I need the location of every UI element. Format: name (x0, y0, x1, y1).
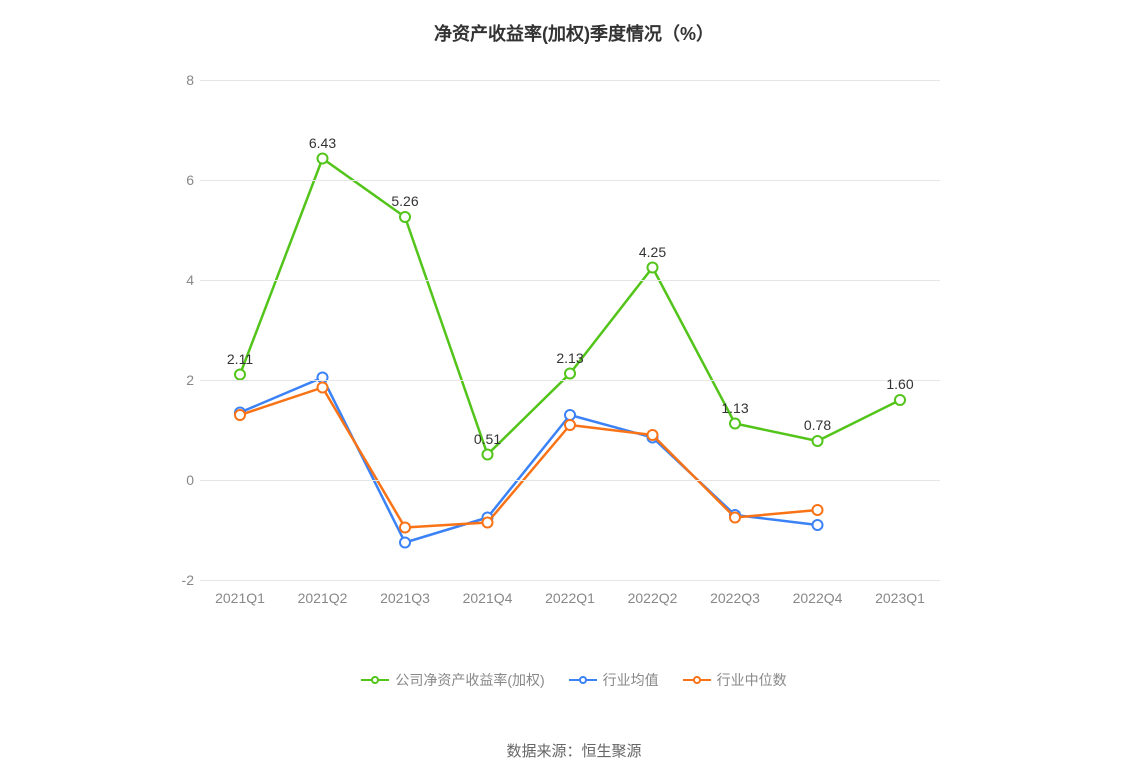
data-point-marker (400, 212, 410, 222)
legend-swatch (361, 673, 389, 687)
data-point-marker (400, 538, 410, 548)
legend-label: 行业中位数 (717, 670, 787, 690)
gridline (200, 580, 940, 581)
legend-label: 行业均值 (603, 670, 659, 690)
data-point-marker (565, 410, 575, 420)
legend-swatch (569, 673, 597, 687)
data-point-label: 4.25 (639, 244, 666, 260)
data-point-marker (813, 520, 823, 530)
data-point-marker (813, 436, 823, 446)
x-axis-tick-label: 2023Q1 (875, 590, 925, 606)
data-point-label: 6.43 (309, 135, 336, 151)
data-point-label: 1.60 (886, 376, 913, 392)
legend-swatch (683, 673, 711, 687)
legend-item[interactable]: 行业中位数 (683, 670, 787, 690)
data-point-label: 0.51 (474, 431, 501, 447)
chart-container: 净资产收益率(加权)季度情况（%） -2024682021Q12021Q2202… (0, 0, 1148, 776)
gridline (200, 480, 940, 481)
chart-svg (200, 80, 940, 580)
x-axis-tick-label: 2021Q4 (463, 590, 513, 606)
legend-item[interactable]: 公司净资产收益率(加权) (361, 670, 544, 690)
data-point-marker (318, 383, 328, 393)
x-axis-tick-label: 2021Q3 (380, 590, 430, 606)
data-point-marker (565, 369, 575, 379)
data-point-marker (813, 505, 823, 515)
plot-area: -2024682021Q12021Q22021Q32021Q42022Q1202… (200, 80, 940, 580)
data-point-label: 2.11 (227, 351, 253, 367)
data-point-label: 5.26 (391, 193, 418, 209)
data-point-marker (648, 263, 658, 273)
data-point-marker (648, 430, 658, 440)
data-point-marker (730, 513, 740, 523)
x-axis-tick-label: 2022Q1 (545, 590, 595, 606)
data-point-marker (400, 523, 410, 533)
data-point-marker (318, 154, 328, 164)
chart-title: 净资产收益率(加权)季度情况（%） (0, 20, 1148, 46)
data-source-label: 数据来源：恒生聚源 (0, 740, 1148, 761)
y-axis-tick-label: 2 (170, 372, 194, 388)
x-axis-tick-label: 2022Q3 (710, 590, 760, 606)
data-point-label: 1.13 (721, 400, 748, 416)
data-point-marker (318, 373, 328, 383)
y-axis-tick-label: 6 (170, 172, 194, 188)
y-axis-tick-label: 4 (170, 272, 194, 288)
x-axis-tick-label: 2021Q1 (215, 590, 265, 606)
gridline (200, 380, 940, 381)
data-point-marker (483, 518, 493, 528)
y-axis-tick-label: 8 (170, 72, 194, 88)
data-point-marker (730, 419, 740, 429)
gridline (200, 280, 940, 281)
legend-label: 公司净资产收益率(加权) (395, 670, 544, 690)
x-axis-tick-label: 2021Q2 (298, 590, 348, 606)
x-axis-tick-label: 2022Q2 (628, 590, 678, 606)
data-point-marker (895, 395, 905, 405)
data-point-marker (565, 420, 575, 430)
data-point-label: 2.13 (556, 350, 583, 366)
data-point-marker (235, 370, 245, 380)
data-point-label: 0.78 (804, 417, 831, 433)
gridline (200, 180, 940, 181)
y-axis-tick-label: 0 (170, 472, 194, 488)
x-axis-tick-label: 2022Q4 (793, 590, 843, 606)
legend: 公司净资产收益率(加权) 行业均值 行业中位数 (0, 670, 1148, 690)
legend-item[interactable]: 行业均值 (569, 670, 659, 690)
data-point-marker (235, 410, 245, 420)
gridline (200, 80, 940, 81)
y-axis-tick-label: -2 (170, 572, 194, 588)
data-point-marker (483, 450, 493, 460)
